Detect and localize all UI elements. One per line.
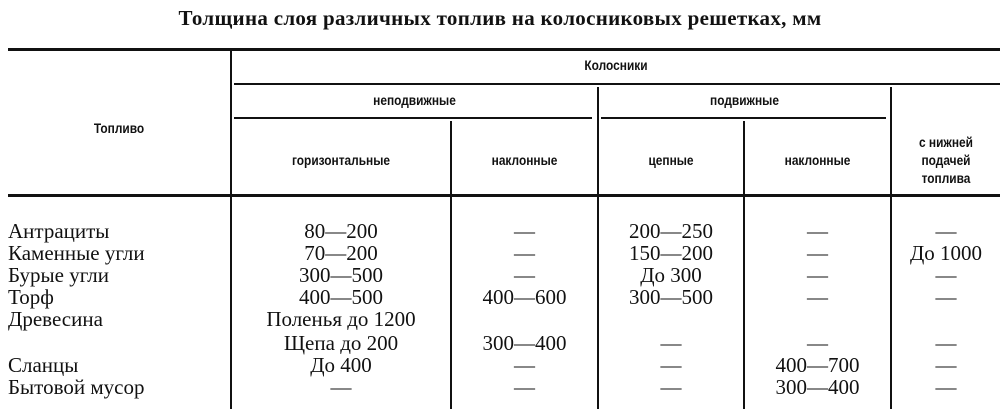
value-cell: — <box>935 375 957 399</box>
value-cell: — <box>935 353 957 377</box>
header-fixed: неподвижные <box>373 92 456 108</box>
value-cell: 400—500 <box>299 285 383 309</box>
table-row: Щепа до 200 300—400 — — — <box>0 332 1000 354</box>
value-cell: 400—600 <box>482 285 567 309</box>
value-cell: До 400 <box>310 353 372 377</box>
value-cell: — <box>514 263 535 287</box>
header-bottom-feed-line: подачей <box>921 152 971 168</box>
value-cell: 300—500 <box>629 285 713 309</box>
value-cell: — <box>807 331 828 355</box>
value-cell: 80—200 <box>304 219 378 243</box>
column-divider <box>597 87 599 409</box>
table-row: Каменные угли 70—200 — 150—200 — До 1000 <box>0 242 1000 264</box>
column-divider <box>450 121 452 409</box>
value-cell: 300—400 <box>482 331 567 355</box>
value-cell: 150—200 <box>629 241 713 265</box>
value-cell: 200—250 <box>629 219 713 243</box>
value-cell: — <box>660 375 682 399</box>
value-cell: 400—700 <box>775 353 860 377</box>
value-cell: — <box>935 219 957 243</box>
value-cell: Поленья до 1200 <box>266 307 416 331</box>
value-cell: — <box>807 219 828 243</box>
value-cell: — <box>935 331 957 355</box>
header-fuel: Топливо <box>93 120 145 136</box>
value-cell: — <box>935 285 957 309</box>
value-cell: — <box>660 331 682 355</box>
header-movable: подвижные <box>710 92 779 108</box>
header-bottom-rule <box>8 194 1000 197</box>
fuel-name-cell: Древесина <box>8 307 103 331</box>
value-cell: — <box>807 285 828 309</box>
value-cell: — <box>660 353 682 377</box>
table-row: Древесина Поленья до 1200 <box>0 308 1000 330</box>
value-cell: До 300 <box>640 263 702 287</box>
value-cell: — <box>514 241 535 265</box>
header-grates: Колосники <box>584 57 648 73</box>
value-cell: — <box>807 241 828 265</box>
header-bottom-feed-line: с нижней <box>918 134 973 150</box>
fuel-name-cell: Сланцы <box>8 353 79 377</box>
grates-rule <box>234 83 1000 85</box>
table-row: Бурые угли 300—500 — До 300 — — <box>0 264 1000 286</box>
column-divider <box>743 121 745 409</box>
table-title: Толщина слоя различных топлив на колосни… <box>178 6 822 30</box>
value-cell: — <box>514 353 535 377</box>
table-row: Сланцы До 400 — — 400—700 — <box>0 354 1000 376</box>
fuel-name-cell: Бытовой мусор <box>8 375 145 399</box>
table-row: Бытовой мусор — — — 300—400 — <box>0 376 1000 398</box>
fuel-name-cell: Антрациты <box>8 219 110 243</box>
column-divider <box>230 51 232 409</box>
fuel-name-cell: Торф <box>8 285 54 309</box>
header-bottom-feed-line: топлива <box>921 170 971 186</box>
value-cell: — <box>514 375 535 399</box>
fuel-name-cell: Каменные угли <box>8 241 145 265</box>
header-inclined-movable: наклонные <box>784 152 851 168</box>
header-inclined-fixed: наклонные <box>491 152 558 168</box>
fuel-name-cell: Бурые угли <box>8 263 109 287</box>
value-cell: До 1000 <box>909 241 983 265</box>
column-divider <box>890 87 892 409</box>
value-cell: — <box>330 375 352 399</box>
value-cell: 300—500 <box>299 263 383 287</box>
fixed-rule <box>234 117 592 119</box>
top-rule <box>8 48 1000 51</box>
table-row: Торф 400—500 400—600 300—500 — — <box>0 286 1000 308</box>
value-cell: — <box>514 219 535 243</box>
movable-rule <box>601 117 886 119</box>
value-cell: 70—200 <box>304 241 378 265</box>
value-cell: Щепа до 200 <box>283 331 399 355</box>
header-bottom-feed: с нижней подачей топлива <box>900 133 992 187</box>
table-row: Антрациты 80—200 — 200—250 — — <box>0 220 1000 242</box>
value-cell: — <box>807 263 828 287</box>
header-chain: цепные <box>648 152 694 168</box>
value-cell: — <box>935 263 957 287</box>
header-horizontal: горизонтальные <box>291 152 391 168</box>
value-cell: 300—400 <box>775 375 860 399</box>
